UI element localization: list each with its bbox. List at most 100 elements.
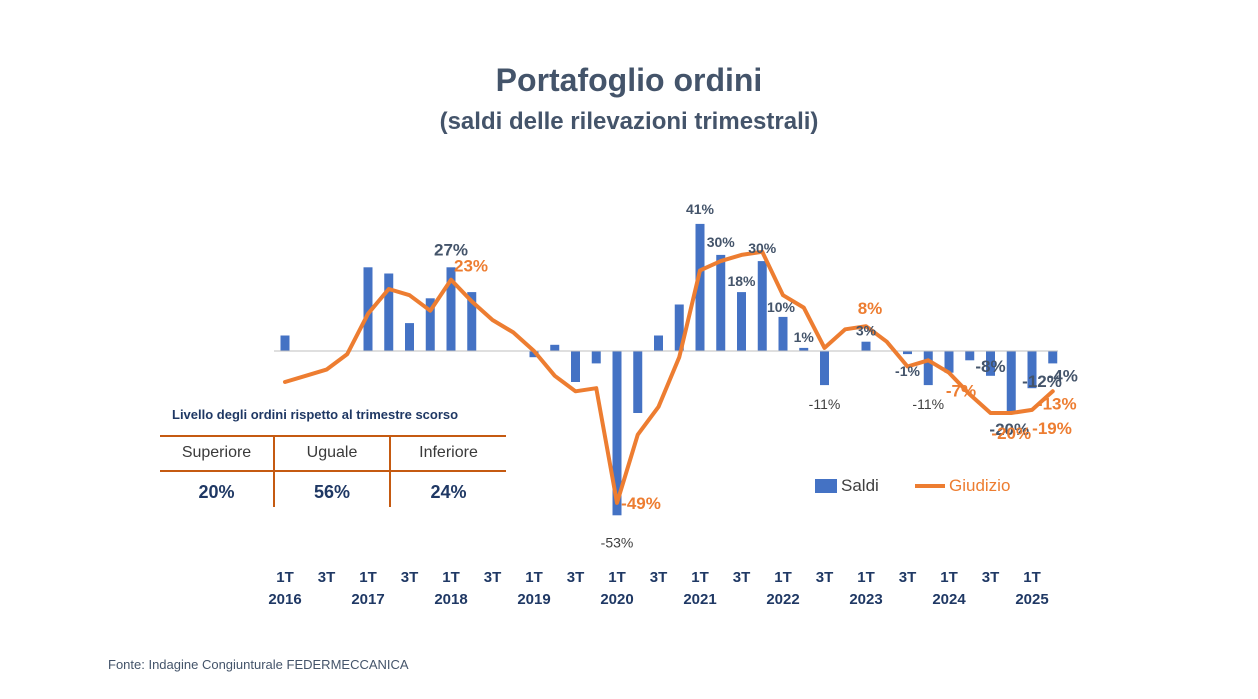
- x-tick-quarter: 1T: [857, 569, 875, 586]
- bar-saldi: [363, 267, 373, 351]
- table-divider: [389, 435, 391, 507]
- bar-saldi: [778, 316, 788, 351]
- line-giudizio: [283, 249, 1055, 505]
- data-label-giudizio: 23%: [454, 257, 488, 276]
- bar-saldi: [757, 261, 767, 351]
- x-tick-quarter: 1T: [608, 569, 626, 586]
- x-tick-year: 2017: [351, 591, 384, 608]
- data-label-saldi: -8%: [975, 357, 1005, 376]
- bar-saldi: [550, 344, 560, 351]
- x-tick-year: 2022: [766, 591, 799, 608]
- legend-bar-swatch: [815, 479, 837, 493]
- table-top-rule: [160, 435, 506, 437]
- source-note: Fonte: Indagine Congiunturale FEDERMECCA…: [108, 657, 409, 672]
- data-label-giudizio: -13%: [1037, 394, 1077, 413]
- bar-saldi: [571, 351, 580, 382]
- x-tick-year: 2018: [434, 591, 467, 608]
- x-tick-quarter: 3T: [733, 569, 751, 586]
- data-label-saldi: 3%: [856, 323, 877, 339]
- bar-saldi: [467, 292, 477, 351]
- bar-saldi: [737, 292, 746, 351]
- legend-item-saldi: Saldi: [815, 475, 879, 497]
- data-label-saldi: -53%: [601, 534, 634, 550]
- bar-saldi: [654, 335, 663, 351]
- x-tick-quarter: 3T: [650, 569, 668, 586]
- x-tick-year: 2023: [849, 591, 882, 608]
- bar-saldi: [944, 351, 954, 373]
- legend-label-giudizio: Giudizio: [949, 476, 1011, 495]
- bar-saldi: [405, 323, 414, 351]
- chart-title: Portafoglio ordini: [495, 62, 763, 98]
- x-tick-year: 2024: [932, 591, 966, 608]
- x-tick-quarter: 3T: [484, 569, 502, 586]
- bar-saldi: [280, 335, 290, 351]
- table-value-uguale: 56%: [313, 482, 351, 502]
- x-tick-quarter: 1T: [940, 569, 958, 586]
- bar-saldi: [633, 351, 643, 413]
- bar-saldi: [965, 351, 975, 361]
- table-header-inferiore: Inferiore: [419, 444, 478, 461]
- legend-item-giudizio: Giudizio: [915, 475, 1010, 497]
- chart-subtitle: (saldi delle rilevazioni trimestrali): [439, 108, 819, 135]
- x-tick-year: 2016: [268, 591, 301, 608]
- x-tick-quarter: 3T: [401, 569, 419, 586]
- data-label-giudizio: -49%: [621, 494, 661, 513]
- x-tick-quarter: 1T: [691, 569, 709, 586]
- data-label-saldi: 10%: [767, 299, 796, 315]
- data-label-saldi: -20%: [989, 420, 1029, 439]
- bar-saldi: [591, 351, 601, 364]
- table-header-superiore: Superiore: [181, 444, 252, 461]
- bar-saldi: [425, 298, 435, 351]
- data-label-saldi: -11%: [809, 396, 841, 412]
- bar-saldi: [612, 351, 622, 516]
- x-tick-quarter: 3T: [816, 569, 834, 586]
- x-tick-quarter: 1T: [359, 569, 377, 586]
- legend-label-saldi: Saldi: [841, 476, 879, 495]
- x-tick-quarter: 3T: [899, 569, 917, 586]
- bar-saldi: [903, 351, 912, 355]
- table-divider: [273, 435, 275, 507]
- table-value-inferiore: 24%: [430, 482, 467, 502]
- bar-saldi: [674, 304, 684, 351]
- x-tick-year: 2021: [683, 591, 716, 608]
- bar-saldi: [923, 351, 933, 386]
- bar-saldi: [695, 223, 705, 351]
- x-tick-year: 2019: [517, 591, 550, 608]
- bar-saldi: [799, 347, 809, 351]
- data-label-giudizio: -19%: [1032, 419, 1072, 438]
- x-tick-quarter: 3T: [318, 569, 336, 586]
- legend-line-swatch: [915, 484, 945, 488]
- bar-saldi: [1048, 351, 1058, 364]
- table-header-uguale: Uguale: [306, 444, 358, 461]
- x-tick-quarter: 1T: [442, 569, 460, 586]
- x-tick-quarter: 1T: [1023, 569, 1041, 586]
- data-label-giudizio: 8%: [858, 299, 883, 318]
- data-label-saldi: 1%: [794, 329, 815, 345]
- data-label-saldi: -11%: [912, 396, 944, 412]
- data-label-saldi: 30%: [707, 234, 736, 250]
- data-label-giudizio: -20%: [991, 424, 1031, 443]
- data-label-saldi: -4%: [1048, 366, 1078, 385]
- bar-saldi: [820, 351, 829, 386]
- x-tick-quarter: 3T: [567, 569, 585, 586]
- x-tick-quarter: 1T: [525, 569, 543, 586]
- bar-saldi: [716, 254, 726, 351]
- x-tick-quarter: 3T: [982, 569, 1000, 586]
- data-label-saldi: 41%: [686, 201, 715, 217]
- x-tick-year: 2020: [600, 591, 633, 608]
- data-label-saldi: 30%: [748, 240, 777, 256]
- data-label-giudizio: -7%: [946, 382, 976, 401]
- bar-saldi: [986, 351, 995, 376]
- bar-saldi: [1027, 351, 1037, 389]
- data-label-saldi: 27%: [434, 240, 468, 259]
- bar-saldi: [1006, 351, 1016, 413]
- x-tick-quarter: 1T: [774, 569, 792, 586]
- data-label-saldi: -1%: [895, 363, 920, 379]
- data-label-saldi: 18%: [727, 273, 756, 289]
- table-title: Livello degli ordini rispetto al trimest…: [172, 407, 459, 422]
- table-mid-rule: [160, 470, 506, 472]
- x-tick-quarter: 1T: [276, 569, 294, 586]
- bar-saldi: [861, 341, 871, 351]
- bar-saldi: [446, 267, 456, 351]
